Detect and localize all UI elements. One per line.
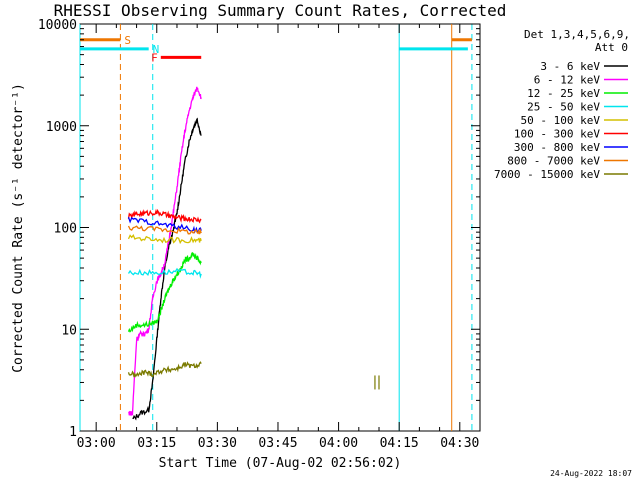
x-tick-label-2: 03:15 [137, 436, 176, 451]
series-3-6-kev [132, 117, 202, 421]
x-tick-label-6: 04:15 [380, 436, 419, 451]
x-tick-label-5: 04:00 [319, 436, 358, 451]
x-axis-label: Start Time (07-Aug-02 02:56:02) [159, 456, 402, 471]
chart-title: RHESSI Observing Summary Count Rates, Co… [54, 1, 507, 20]
x-tick-label-3: 03:30 [198, 436, 237, 451]
x-tick-label-7: 04:30 [440, 436, 479, 451]
flag-n-label: N [153, 43, 160, 56]
legend-label-3-6-kev: 3 - 6 keV [540, 60, 600, 73]
series-12-25-kev [127, 251, 202, 333]
y-tick-label-3: 100 [54, 222, 77, 237]
data-series [127, 86, 380, 421]
series-6-12-kev [128, 86, 202, 417]
x-tick-label-1: 03:00 [77, 436, 116, 451]
series-25-50-kev [127, 267, 202, 279]
flag-f-label: F [151, 51, 158, 64]
legend-label-12-25-kev: 12 - 25 keV [527, 87, 600, 100]
y-axis-label: Corrected Count Rate (s⁻¹ detector⁻¹) [11, 83, 26, 373]
legend-label-25-50-kev: 25 - 50 keV [527, 101, 600, 114]
y-tick-label-1: 1 [69, 425, 77, 440]
legend-header-line-1: Det 1,3,4,5,6,9, [524, 28, 630, 41]
legend-label-800-7000-kev: 800 - 7000 keV [507, 155, 600, 168]
y-axis-ticks: 1 10 100 1000 10000 [38, 18, 480, 440]
legend-header-line-2: Att 0 [595, 41, 628, 54]
plot-area: S NF 1 10 100 1000 10000 03:00 03:15 03:30 03:45… [38, 18, 481, 451]
legend-label-7000-15000-kev: 7000 - 15000 keV [494, 168, 600, 181]
legend-label-100-300-kev: 100 - 300 keV [514, 128, 600, 141]
legend-label-300-800-kev: 300 - 800 keV [514, 141, 600, 154]
x-axis-ticks: 03:00 03:15 03:30 03:45 04:00 04:15 04:30 [77, 24, 481, 451]
boundary-lines [79, 24, 473, 431]
footer-timestamp: 24-Aug-2022 18:07 [550, 469, 632, 478]
series-50-100-kev [127, 234, 202, 245]
series-100-300-kev [127, 208, 202, 224]
flag-s-label: S [124, 34, 131, 47]
legend-label-50-100-kev: 50 - 100 keV [521, 114, 601, 127]
y-tick-label-2: 10 [61, 323, 77, 338]
series-7000-15000-kev [127, 361, 202, 378]
x-tick-label-4: 03:45 [258, 436, 297, 451]
flag-bars: S NF [80, 34, 472, 64]
legend-label-6-12-kev: 6 - 12 keV [534, 74, 601, 87]
series-800-7000-kev [127, 225, 202, 235]
y-tick-label-4: 1000 [46, 120, 77, 135]
y-tick-label-5: 10000 [38, 18, 77, 33]
